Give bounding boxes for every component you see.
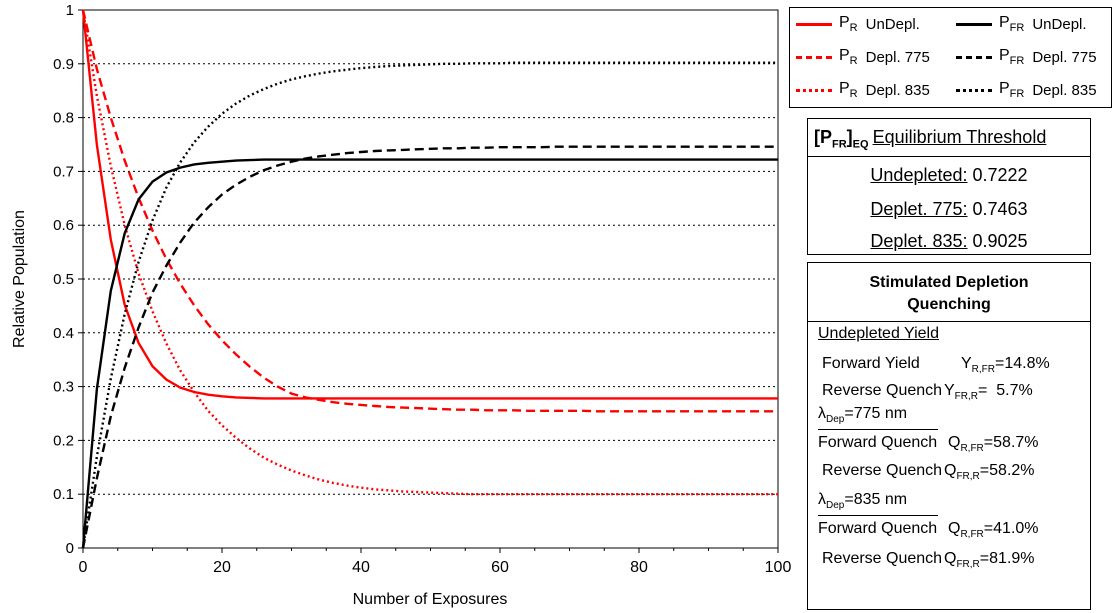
legend-label: Depl. 775 — [865, 48, 930, 66]
series-line-1 — [81, 9, 778, 413]
y-tick-label: 0.4 — [53, 325, 74, 342]
legend-label: UnDepl. — [1032, 15, 1087, 33]
forward-quench-775-value: QR,FR=58.7% — [948, 434, 1039, 455]
forward-yield-label: Forward Yield — [822, 355, 920, 372]
lambda-775-underline — [818, 429, 938, 430]
series-line-3 — [81, 158, 778, 549]
legend-swatch — [796, 88, 832, 92]
legend-item: PFR Depl. 775 — [956, 44, 1097, 70]
legend-symbol: PR — [839, 79, 858, 101]
legend-swatch — [956, 55, 992, 59]
legend-label: Depl. 835 — [1032, 81, 1097, 99]
legend-item: PFR Depl. 835 — [956, 77, 1097, 103]
y-tick-label: 0 — [66, 540, 74, 557]
legend-item: PR Depl. 835 — [796, 77, 930, 103]
legend-symbol: PFR — [999, 46, 1025, 68]
x-tick-label: 60 — [491, 559, 509, 576]
chart-legend: PR UnDepl. PFR UnDepl. PR Depl. 775 PFR Depl. 7… — [789, 7, 1112, 108]
eq-row-deplet-775: Deplet. 775: 0.7463 — [870, 199, 1028, 219]
series-line-4 — [81, 145, 778, 549]
eq-row-deplet-835: Deplet. 835: 0.9025 — [870, 231, 1028, 251]
equilibrium-divider — [808, 156, 1090, 157]
legend-label: UnDepl. — [865, 15, 920, 33]
legend-symbol: PR — [839, 46, 858, 68]
legend-symbol: PFR — [999, 13, 1025, 35]
stimulated-depletion-panel: Stimulated Depletion Quenching Undepleted… — [807, 262, 1091, 610]
x-tick-labels: 0 20 40 60 80 100 — [79, 548, 792, 576]
y-tick-label: 0.3 — [53, 379, 74, 396]
lambda-dep-775-label: λDep=775 nm — [818, 405, 908, 426]
x-tick-label: 40 — [352, 559, 370, 576]
reverse-yield-value: YFR,R= 5.7% — [944, 382, 1033, 403]
eq-row-undepleted: Undepleted: 0.7222 — [870, 165, 1028, 185]
lambda-835-underline — [818, 515, 938, 516]
series-line-0 — [81, 9, 778, 400]
quenching-title: Stimulated Depletion Quenching — [869, 274, 1029, 313]
lambda-dep-835-label: λDep=835 nm — [818, 491, 908, 512]
equilibrium-threshold-panel: [PFR]EQ Equilibrium Threshold Undepleted:… — [807, 118, 1091, 255]
y-tick-label: 0.7 — [53, 163, 74, 180]
undepleted-yield-heading: Undepleted Yield — [818, 325, 939, 342]
y-gridlines — [78, 9, 778, 549]
legend-swatch — [956, 88, 992, 92]
reverse-quench-yield-label: Reverse Quench — [822, 382, 943, 399]
legend-swatch — [956, 22, 992, 26]
y-tick-label: 0.6 — [53, 217, 74, 234]
y-tick-labels: 0 0.1 0.2 0.3 0.4 0.5 0.6 0.7 0.8 0.9 1 — [53, 2, 74, 557]
series-lines — [81, 9, 778, 549]
y-tick-label: 0.1 — [53, 486, 74, 503]
y-tick-label: 0.9 — [53, 56, 74, 73]
y-tick-label: 0.8 — [53, 110, 74, 127]
reverse-quench-775-label: Reverse Quench — [822, 462, 943, 479]
x-tick-label: 100 — [765, 559, 792, 576]
forward-quench-835-value: QR,FR=41.0% — [948, 520, 1039, 541]
quenching-divider — [808, 321, 1090, 322]
legend-label: Depl. 835 — [865, 81, 930, 99]
y-tick-label: 0.2 — [53, 432, 74, 449]
legend-item: PFR UnDepl. — [956, 11, 1087, 37]
legend-item: PR Depl. 775 — [796, 44, 930, 70]
x-tick-label: 20 — [213, 559, 231, 576]
x-tick-label: 80 — [630, 559, 648, 576]
x-tick-label: 0 — [79, 559, 88, 576]
legend-symbol: PFR — [999, 79, 1025, 101]
series-line-5 — [81, 61, 778, 549]
series-line-2 — [81, 9, 778, 496]
legend-symbol: PR — [839, 13, 858, 35]
legend-swatch — [796, 55, 832, 59]
y-tick-label: 1 — [66, 2, 74, 19]
equilibrium-title: [PFR]EQ Equilibrium Threshold — [814, 127, 1047, 151]
reverse-quench-835-label: Reverse Quench — [822, 550, 943, 567]
reverse-quench-775-value: QFR,R=58.2% — [944, 462, 1035, 483]
legend-swatch — [796, 22, 832, 26]
x-axis-label: Number of Exposures — [353, 591, 508, 608]
forward-quench-835-label: Forward Quench — [818, 520, 938, 537]
y-tick-label: 0.5 — [53, 271, 74, 288]
legend-item: PR UnDepl. — [796, 11, 920, 37]
y-axis-label: Relative Population — [11, 210, 28, 348]
reverse-quench-835-value: QFR,R=81.9% — [944, 550, 1035, 571]
forward-quench-775-label: Forward Quench — [818, 434, 938, 451]
forward-yield-value: YR,FR=14.8% — [961, 355, 1050, 376]
legend-label: Depl. 775 — [1032, 48, 1097, 66]
